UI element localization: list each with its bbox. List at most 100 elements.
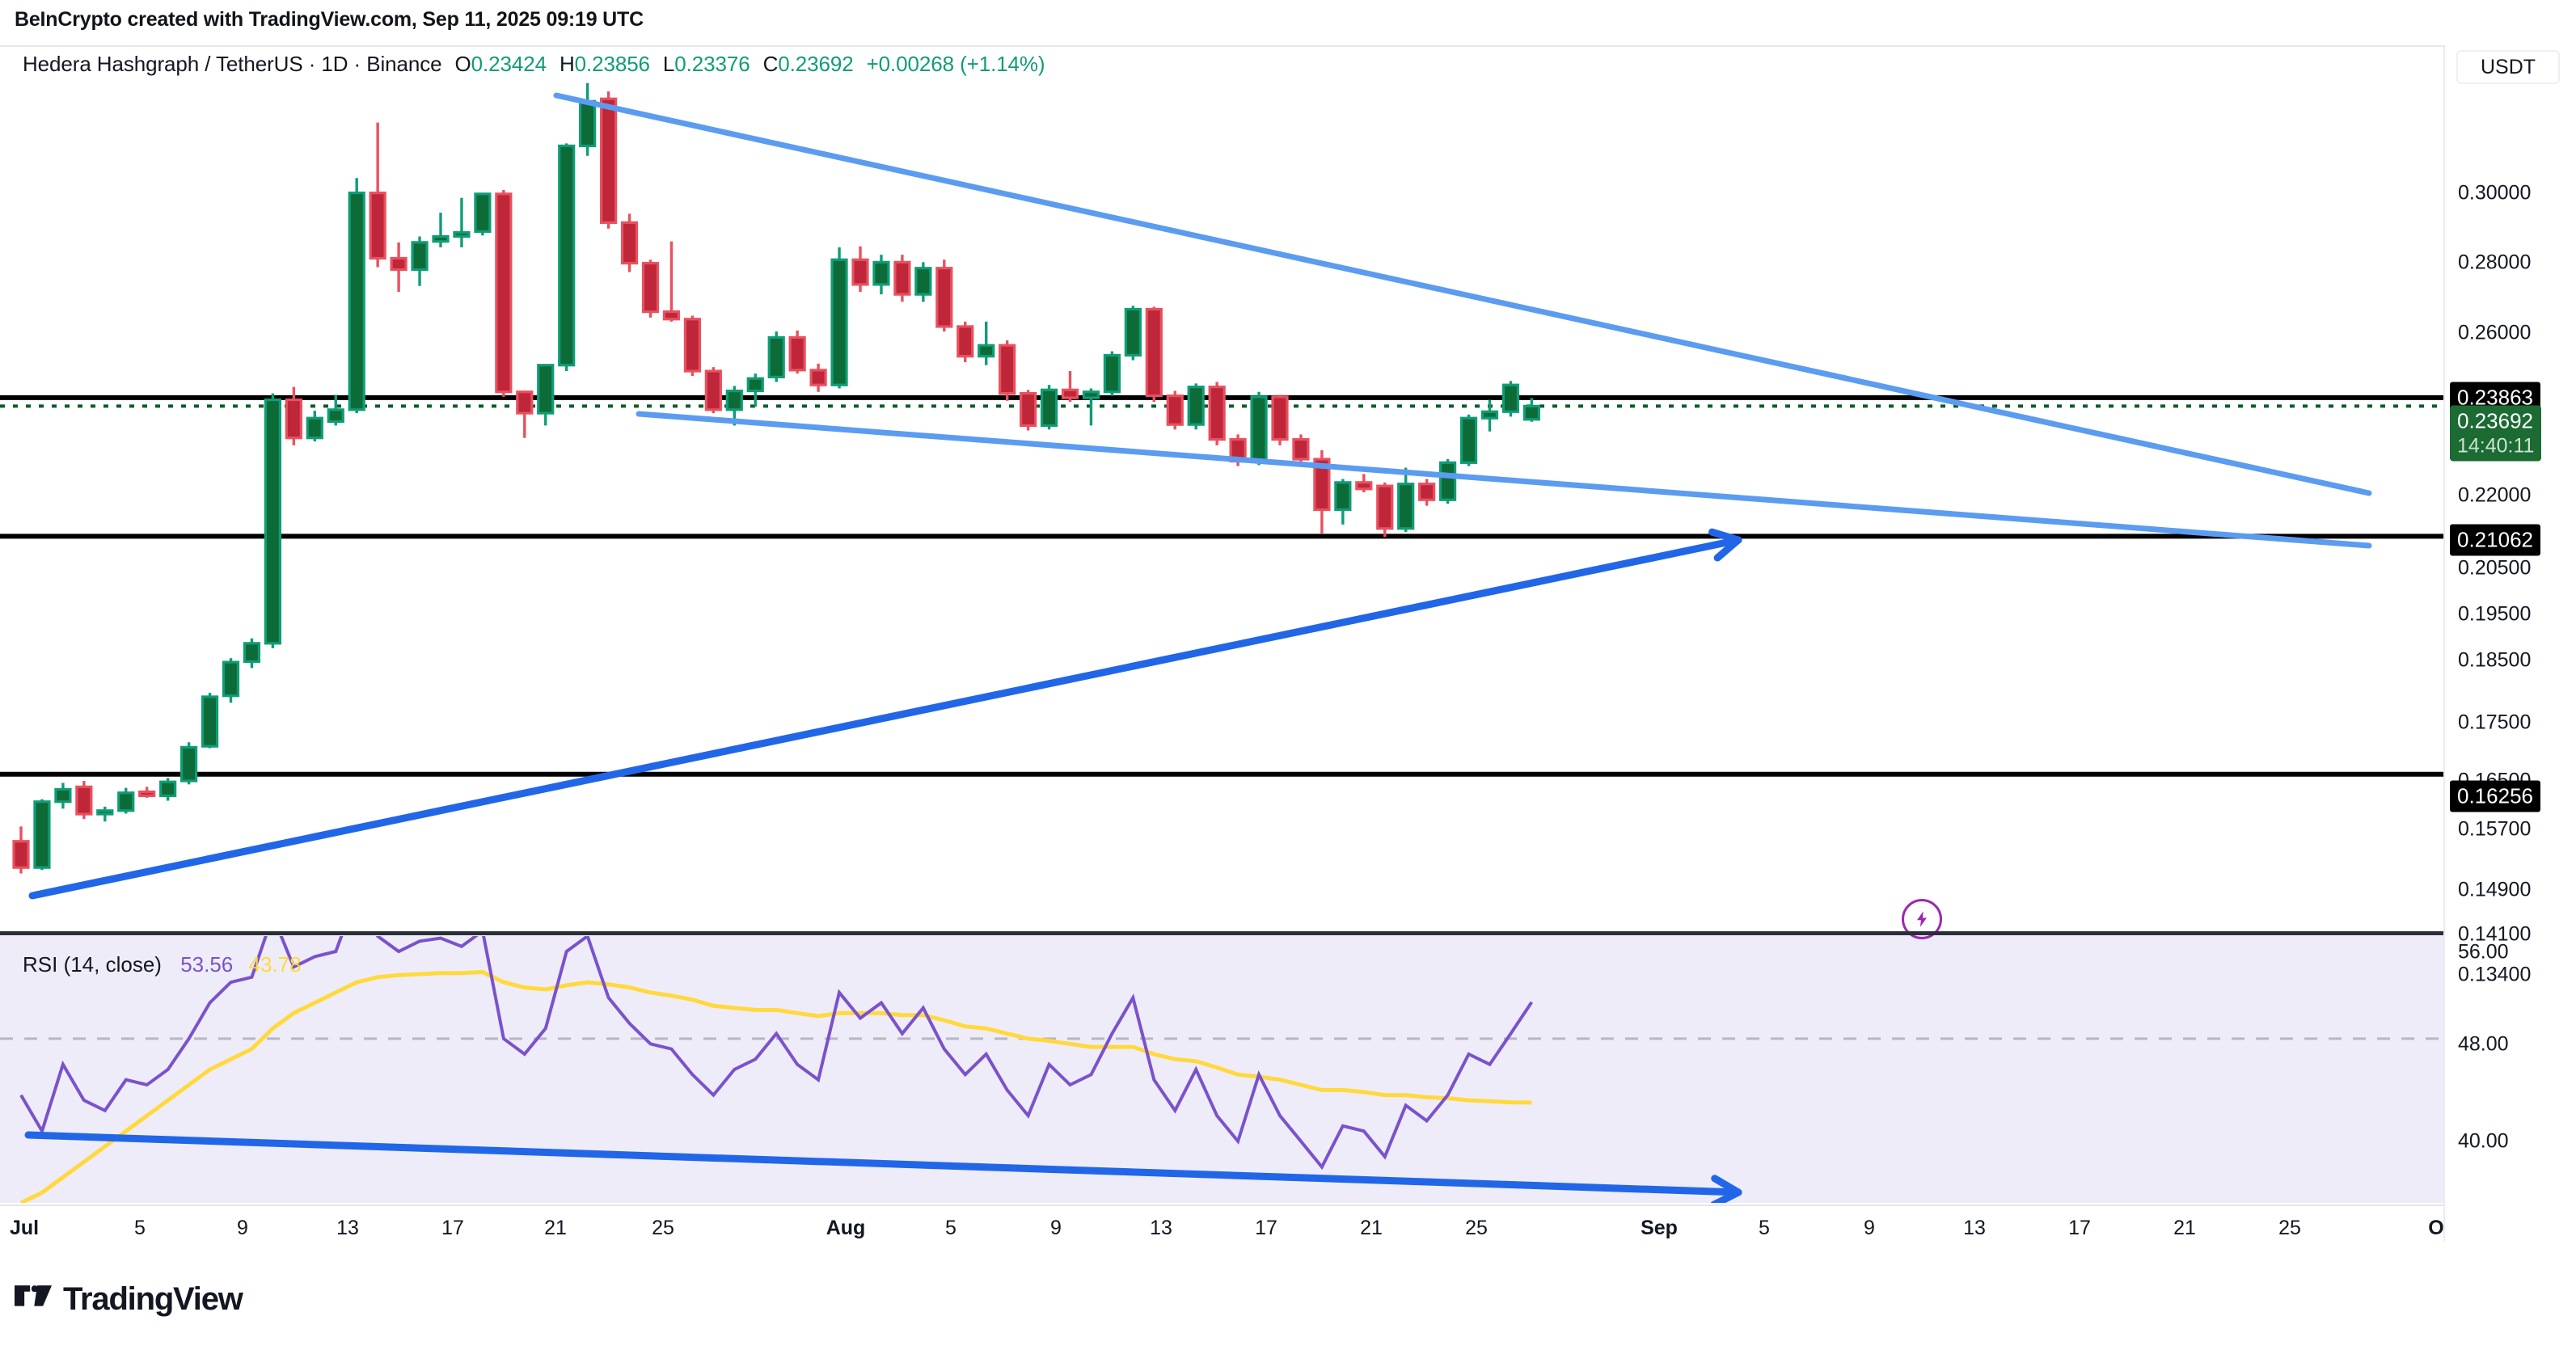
chart-legend: Hedera Hashgraph / TetherUS · 1D · Binan… bbox=[23, 52, 1045, 77]
candlestick bbox=[1292, 434, 1310, 465]
ascending-support-wedge[interactable] bbox=[636, 411, 2372, 549]
candlestick bbox=[872, 255, 890, 295]
time-tick: 17 bbox=[2068, 1217, 2091, 1239]
badge-countdown: 14:40:11 bbox=[2457, 434, 2535, 458]
time-tick: 9 bbox=[1050, 1217, 1062, 1239]
last-price-badge[interactable]: 0.23692 14:40:11 bbox=[2450, 405, 2542, 462]
rsi-tick: 56.00 bbox=[2458, 940, 2509, 964]
legend-symbol[interactable]: Hedera Hashgraph / TetherUS bbox=[23, 52, 303, 76]
legend-exchange[interactable]: Binance bbox=[366, 52, 442, 76]
rsi-downtrend-arrow-arrowhead bbox=[1711, 1175, 1742, 1196]
legend-low-value: 0.23376 bbox=[674, 52, 750, 76]
candlestick bbox=[579, 82, 597, 156]
candlestick bbox=[1124, 306, 1142, 361]
rsi-title: RSI (14, close) bbox=[23, 952, 162, 977]
currency-badge[interactable]: USDT bbox=[2456, 50, 2560, 84]
time-tick: 17 bbox=[441, 1217, 464, 1239]
legend-open-key: O bbox=[454, 52, 471, 76]
candlestick bbox=[537, 364, 555, 426]
price-scale[interactable] bbox=[2443, 45, 2576, 1242]
price-tick: 0.13400 bbox=[2458, 963, 2532, 986]
lightning-icon[interactable] bbox=[1902, 899, 1942, 939]
candlestick bbox=[704, 367, 722, 414]
rsi-plot bbox=[0, 936, 2443, 1203]
candlestick bbox=[117, 787, 135, 814]
rsi-ma-line bbox=[19, 969, 1532, 1203]
legend-high-value: 0.23856 bbox=[574, 52, 650, 76]
candlestick bbox=[1208, 382, 1226, 445]
candlestick bbox=[1459, 414, 1478, 466]
price-pane[interactable] bbox=[0, 47, 2443, 933]
badge-price: 0.21062 bbox=[2457, 527, 2533, 552]
candlestick bbox=[1166, 390, 1184, 430]
rsi-pane[interactable] bbox=[0, 936, 2443, 1203]
pane-divider bbox=[0, 931, 2576, 935]
legend-sep-1: · bbox=[302, 52, 322, 76]
badge-price: 0.16256 bbox=[2457, 783, 2533, 808]
candlestick bbox=[54, 783, 72, 809]
time-axis[interactable] bbox=[0, 1204, 2576, 1253]
candlestick bbox=[1103, 351, 1121, 396]
price-level-badge[interactable]: 0.21062 bbox=[2450, 524, 2540, 556]
candlestick bbox=[1376, 482, 1394, 538]
candlestick bbox=[1250, 391, 1268, 466]
long-term-uptrend-arrow-arrowhead bbox=[1713, 536, 1742, 562]
candlestick bbox=[180, 742, 198, 785]
price-tick: 0.19500 bbox=[2458, 602, 2532, 626]
price-level-badge[interactable]: 0.16256 bbox=[2450, 780, 2540, 812]
candlestick bbox=[327, 394, 344, 426]
candlestick bbox=[33, 799, 51, 871]
candlestick bbox=[662, 241, 681, 322]
candlestick bbox=[138, 787, 156, 798]
candlestick bbox=[935, 259, 953, 332]
time-tick: 5 bbox=[134, 1217, 146, 1239]
time-tick: 9 bbox=[1864, 1217, 1875, 1239]
candlestick bbox=[1082, 388, 1100, 426]
tradingview-wordmark: TradingView bbox=[63, 1281, 243, 1317]
price-tick: 0.14900 bbox=[2458, 878, 2532, 901]
candlestick bbox=[641, 259, 660, 318]
candlestick bbox=[1480, 399, 1499, 432]
candlestick bbox=[1418, 479, 1436, 506]
time-tick: 21 bbox=[544, 1217, 567, 1239]
candlestick bbox=[788, 330, 806, 374]
time-tick: 9 bbox=[237, 1217, 248, 1239]
candlestick bbox=[893, 255, 911, 302]
candlestick bbox=[1040, 385, 1058, 430]
time-tick: Jul bbox=[9, 1217, 40, 1239]
legend-close-key: C bbox=[762, 52, 779, 76]
tradingview-footer: TradingView bbox=[15, 1281, 243, 1318]
rsi-downtrend-arrow[interactable] bbox=[24, 1131, 1742, 1196]
rsi-line bbox=[19, 936, 1534, 1171]
time-tick: Sep bbox=[1641, 1217, 1678, 1239]
time-tick: 25 bbox=[1465, 1217, 1488, 1239]
candlestick bbox=[453, 197, 471, 247]
long-term-uptrend-arrow[interactable] bbox=[28, 536, 1742, 900]
candlestick bbox=[725, 386, 743, 426]
candlestick bbox=[348, 178, 365, 414]
candlestick bbox=[809, 363, 827, 392]
legend-change: +0.00268 (+1.14%) bbox=[866, 52, 1045, 76]
candlestick bbox=[222, 658, 240, 703]
legend-low-key: L bbox=[662, 52, 675, 76]
candlestick bbox=[306, 411, 323, 441]
candlestick bbox=[599, 91, 618, 229]
time-tick: 17 bbox=[1255, 1217, 1277, 1239]
badge-price: 0.23692 bbox=[2457, 408, 2533, 433]
time-tick: O bbox=[2428, 1217, 2444, 1239]
legend-close-value: 0.23692 bbox=[778, 52, 854, 76]
candlestick bbox=[978, 321, 995, 365]
legend-high-key: H bbox=[559, 52, 575, 76]
descending-resistance[interactable] bbox=[553, 92, 2372, 496]
candlestick bbox=[1271, 394, 1289, 445]
rsi-legend: RSI (14, close) 53.56 43.78 bbox=[23, 952, 302, 977]
candlestick bbox=[1061, 371, 1079, 403]
time-tick: 13 bbox=[336, 1217, 359, 1239]
tradingview-logo-icon bbox=[15, 1285, 52, 1306]
price-tick: 0.22000 bbox=[2458, 483, 2532, 507]
time-tick: 25 bbox=[2278, 1217, 2301, 1239]
candlestick bbox=[851, 246, 869, 293]
candlestick bbox=[264, 393, 281, 648]
legend-interval[interactable]: 1D bbox=[321, 52, 348, 76]
time-tick: 5 bbox=[1759, 1217, 1770, 1239]
